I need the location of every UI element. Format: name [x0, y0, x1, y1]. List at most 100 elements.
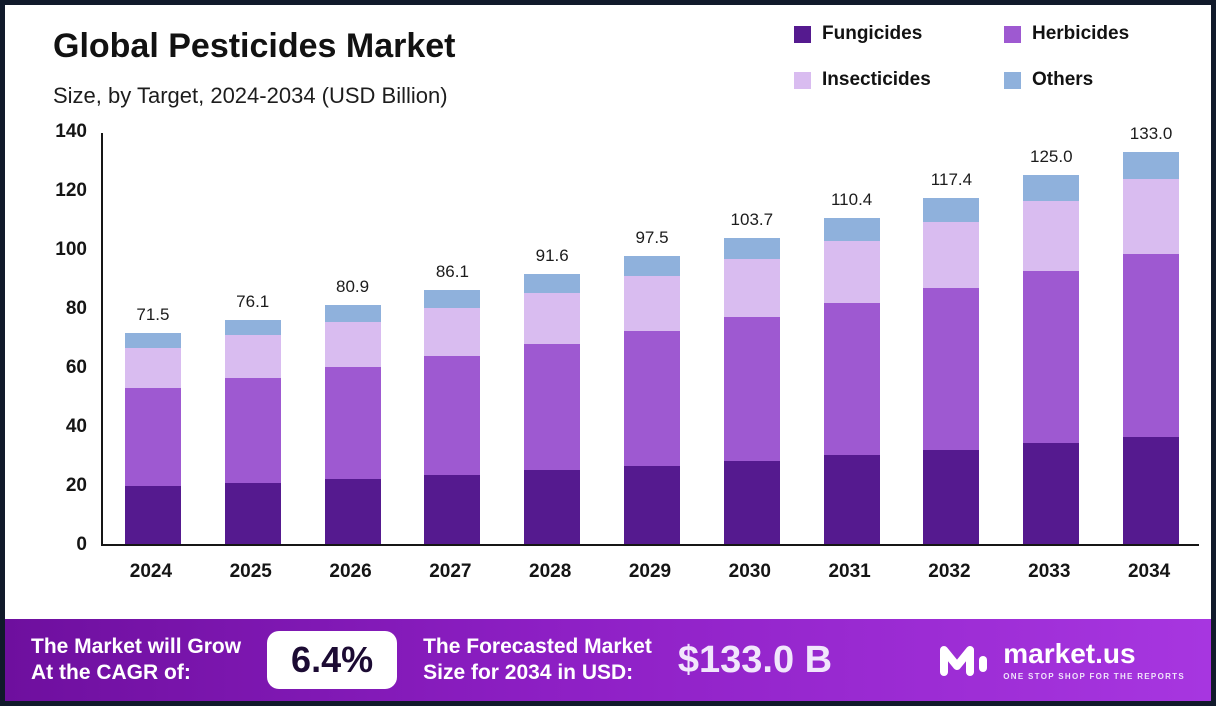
bar-2028: [524, 273, 581, 544]
bar-segment-herbicides: [124, 387, 181, 487]
legend-item-others: Others: [1004, 69, 1169, 91]
y-axis-tick-label: 60: [65, 357, 87, 378]
bar-total-label: 71.5: [136, 305, 170, 325]
bar-segment-insecticides: [124, 347, 181, 388]
bar-2030: [723, 238, 780, 544]
bar-segment-others: [124, 333, 181, 348]
brand-tagline: ONE STOP SHOP FOR THE REPORTS: [1003, 671, 1185, 681]
x-axis-tick-label: 2027: [429, 561, 472, 582]
legend-item-herbicides: Herbicides: [1004, 23, 1169, 45]
y-axis-tick-label: 80: [65, 298, 87, 319]
bar-total-label: 80.9: [335, 277, 370, 297]
bar-segment-herbicides: [424, 355, 481, 475]
cagr-value: 6.4%: [267, 631, 398, 689]
bar-segment-herbicides: [1023, 271, 1080, 444]
bar-segment-fungicides: [923, 449, 980, 544]
bar-segment-insecticides: [723, 259, 780, 318]
bar-2034: [1123, 151, 1180, 544]
marketus-logo-icon: [937, 637, 991, 684]
bar-segment-insecticides: [923, 221, 980, 288]
bar-segment-insecticides: [624, 276, 680, 332]
bar-total-label: 110.4: [830, 190, 873, 210]
bar-segment-others: [424, 290, 481, 308]
legend-item-fungicides: Fungicides: [794, 23, 1004, 45]
bar-2033: [1023, 175, 1080, 544]
bar-segment-fungicides: [424, 474, 481, 544]
y-axis-tick-label: 20: [65, 475, 87, 496]
bar-segment-insecticides: [1123, 179, 1180, 254]
bar-total-label: 86.1: [435, 262, 469, 282]
x-axis-tick-label: 2024: [129, 561, 173, 582]
brand-name: market.us: [1003, 637, 1136, 669]
bar-total-label: 103.7: [730, 210, 774, 230]
x-axis-tick-label: 2030: [728, 561, 771, 582]
bar-segment-fungicides: [324, 478, 381, 544]
forecast-value: $133.0 B: [677, 638, 833, 681]
bar-total-label: 117.4: [930, 169, 973, 189]
legend-swatch-icon: [794, 71, 811, 89]
bar-segment-others: [823, 218, 880, 242]
bar-segment-fungicides: [524, 470, 581, 544]
x-axis-tick-label: 2034: [1127, 561, 1171, 582]
bar-total-label: 76.1: [236, 291, 270, 311]
bar-segment-fungicides: [124, 486, 181, 544]
legend-label: Fungicides: [822, 23, 923, 44]
bar-segment-insecticides: [524, 292, 581, 344]
bar-segment-herbicides: [723, 317, 780, 461]
bar-segment-fungicides: [723, 460, 780, 544]
bar-segment-insecticides: [324, 321, 381, 368]
y-axis-tick-label: 40: [65, 416, 87, 437]
brand-block: market.us ONE STOP SHOP FOR THE REPORTS: [937, 637, 1185, 684]
y-axis-tick-label: 140: [55, 121, 87, 142]
bar-total-label: 91.6: [535, 245, 569, 265]
bar-segment-fungicides: [1123, 436, 1180, 544]
bar-2024: [124, 333, 181, 544]
x-axis-tick-label: 2032: [928, 561, 971, 582]
legend-label: Others: [1032, 69, 1094, 90]
cagr-label: The Market will Grow At the CAGR of:: [31, 634, 242, 684]
bar-total-label: 125.0: [1029, 147, 1073, 167]
x-axis: 2024 2025 2026 2027 2028 2029 2030 2031 2032 2033…: [101, 561, 1199, 591]
bar-segment-herbicides: [923, 287, 980, 450]
bar-total-label: 133.0: [1129, 123, 1173, 143]
x-axis-tick-label: 2031: [828, 561, 871, 582]
x-axis-tick-label: 2025: [229, 561, 272, 582]
x-axis-tick-label: 2029: [628, 561, 672, 582]
x-axis-tick-label: 2033: [1028, 561, 1071, 582]
bar-segment-fungicides: [624, 465, 680, 544]
bar-2029: [624, 256, 680, 544]
bar-segment-fungicides: [224, 482, 281, 544]
bar-segment-herbicides: [524, 343, 581, 471]
brand-text: market.us ONE STOP SHOP FOR THE REPORTS: [1003, 637, 1185, 681]
legend-swatch-icon: [1004, 71, 1021, 89]
y-axis-tick-label: 100: [55, 239, 87, 260]
y-axis-tick-label: 120: [55, 180, 87, 201]
bar-segment-herbicides: [224, 377, 281, 483]
bar-segment-insecticides: [224, 335, 281, 378]
bar-segment-herbicides: [1123, 253, 1180, 437]
bar-segment-insecticides: [424, 307, 481, 356]
bar-segment-others: [224, 319, 281, 336]
bar-segment-others: [324, 305, 381, 322]
legend-item-insecticides: Insecticides: [794, 69, 1004, 91]
bar-segment-insecticides: [823, 241, 880, 303]
x-axis-tick-label: 2026: [329, 561, 372, 582]
bar-segment-others: [923, 197, 980, 222]
legend-swatch-icon: [1004, 25, 1021, 43]
bar-segment-others: [1123, 151, 1180, 180]
y-axis: 0 20 40 60 80 100 120 140: [29, 5, 87, 701]
forecast-label: The Forecasted Market Size for 2034 in U…: [423, 634, 652, 684]
bar-segment-herbicides: [823, 303, 880, 456]
bar-segment-others: [1023, 175, 1080, 201]
y-axis-tick-label: 0: [76, 534, 87, 555]
bar-segment-fungicides: [1023, 443, 1080, 544]
page-title: Global Pesticides Market: [53, 27, 456, 65]
x-axis-tick-label: 2028: [529, 561, 572, 582]
bar-segment-others: [723, 238, 780, 260]
bar-segment-others: [524, 273, 581, 293]
bar-2026: [324, 305, 381, 544]
bar-segment-herbicides: [324, 367, 381, 479]
bar-segment-fungicides: [823, 455, 880, 544]
footer-banner: The Market will Grow At the CAGR of: 6.4…: [5, 619, 1211, 701]
